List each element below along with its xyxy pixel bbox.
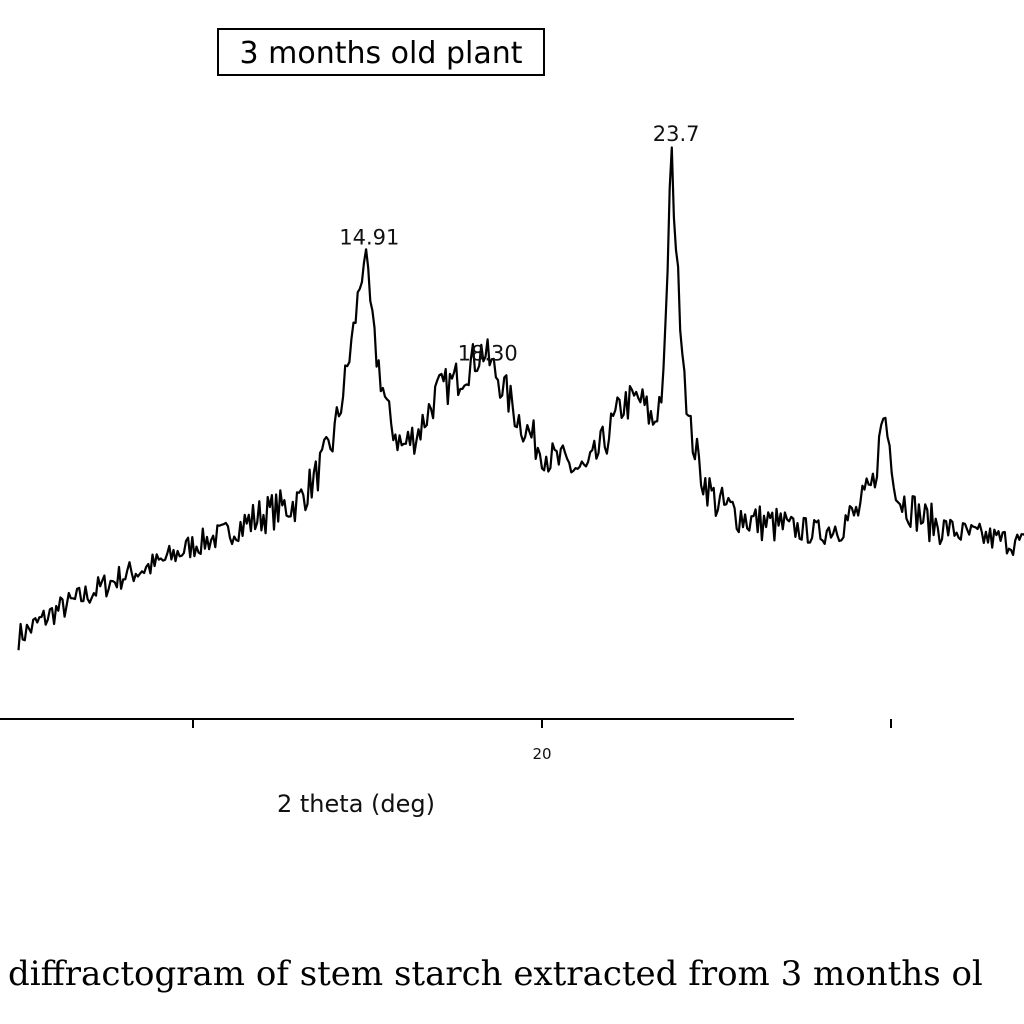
chart-title: 3 months old plant <box>217 28 545 76</box>
series-line <box>17 146 1024 651</box>
x-axis-label: 2 theta (deg) <box>277 790 435 818</box>
plot-area: 23.7 14.91 18.30 <box>17 122 1024 651</box>
chart-title-box <box>217 28 545 76</box>
chart-title-text: 3 months old plant <box>240 36 523 71</box>
x-axis: 20406080100 2 theta (deg) <box>0 718 892 818</box>
x-tick-label: 20 <box>532 745 551 763</box>
figure-caption: diffractogram of stem starch extracted f… <box>8 954 983 994</box>
peak-label: 23.7 <box>653 122 700 146</box>
x-ticks: 20406080100 <box>192 719 892 763</box>
peak-label: 14.91 <box>339 226 399 250</box>
peak-labels: 23.7 14.91 18.30 <box>339 122 699 366</box>
peak-label: 18.30 <box>458 341 518 365</box>
